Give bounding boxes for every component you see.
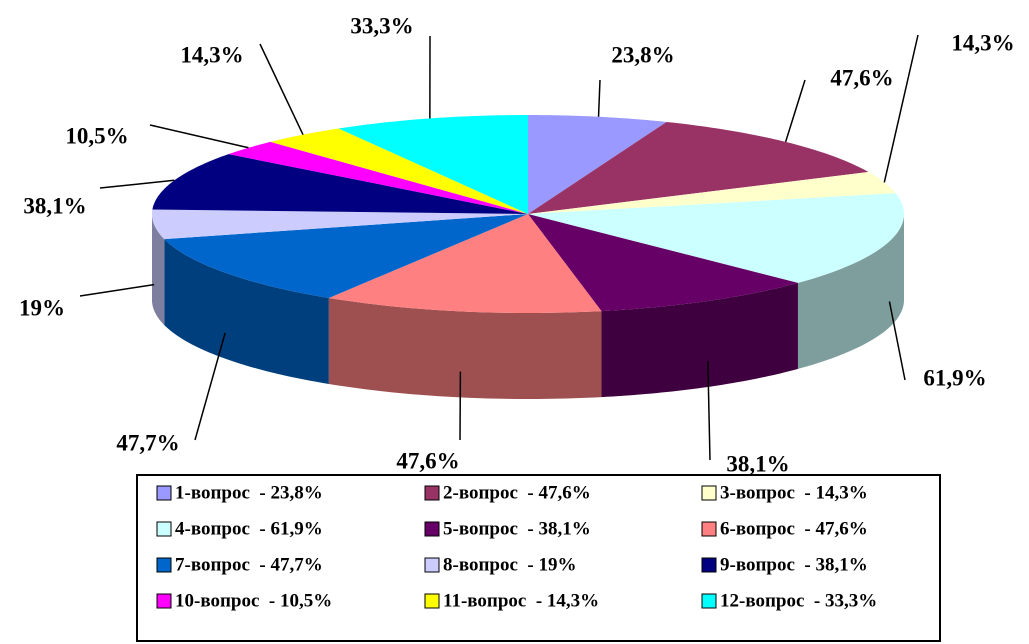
data-label: 47,7% (116, 430, 179, 455)
legend-swatch (156, 557, 172, 573)
data-label: 14,3% (180, 42, 243, 67)
legend-swatch (424, 593, 440, 609)
slice (528, 193, 904, 283)
leader-line (79, 283, 155, 297)
slice (152, 154, 528, 214)
legend-swatch (701, 485, 717, 501)
legend-label: 8-вопрос - 19% (443, 554, 576, 575)
leader-line (99, 179, 175, 189)
leader-line (888, 301, 906, 381)
legend-label: 7-вопрос - 47,7% (175, 554, 323, 575)
legend-label: 2-вопрос - 47,6% (443, 482, 591, 503)
leader-line (597, 79, 601, 117)
slice-side (797, 214, 904, 369)
legend-label: 12-вопрос - 33,3% (720, 590, 877, 611)
legend-swatch (701, 593, 717, 609)
legend-swatch (701, 557, 717, 573)
slice (528, 121, 869, 214)
slice-side (601, 282, 798, 398)
data-label: 14,3% (951, 30, 1014, 55)
legend-label: 6-вопрос - 47,6% (720, 518, 868, 539)
leader-line (707, 361, 711, 461)
data-label: 47,6% (396, 448, 459, 473)
legend-swatch (701, 521, 717, 537)
data-label: 61,9% (923, 365, 986, 390)
leader-line (149, 124, 249, 149)
slice (528, 115, 667, 214)
leader-line (259, 43, 304, 136)
leader-line (194, 332, 226, 441)
data-label: 38,1% (23, 193, 86, 218)
legend-swatch (424, 521, 440, 537)
slice (328, 214, 602, 313)
legend-label: 9-вопрос - 38,1% (720, 554, 868, 575)
data-label: 47,6% (830, 65, 893, 90)
slice-side (152, 214, 165, 326)
legend-label: 4-вопрос - 61,9% (175, 518, 323, 539)
slice (528, 214, 798, 312)
legend-swatch (156, 593, 172, 609)
slice (152, 209, 528, 240)
legend-label: 3-вопрос - 14,3% (720, 482, 868, 503)
slice (338, 115, 528, 214)
legend-label: 10-вопрос - 10,5% (175, 590, 332, 611)
slice-side (164, 239, 329, 384)
data-label: 38,1% (726, 451, 789, 476)
slice-side (328, 297, 602, 399)
legend-label: 1-вопрос - 23,8% (175, 482, 323, 503)
legend-swatch (424, 557, 440, 573)
slice (270, 128, 528, 214)
data-label: 23,8% (611, 42, 674, 67)
slice (228, 141, 529, 214)
legend-swatch (156, 521, 172, 537)
data-label: 33,3% (350, 13, 413, 38)
legend-label: 11-вопрос - 14,3% (443, 590, 599, 611)
legend-label: 5-вопрос - 38,1% (443, 518, 591, 539)
legend-swatch (424, 485, 440, 501)
leader-line (883, 34, 919, 183)
data-label: 19% (19, 295, 65, 320)
legend-swatch (156, 485, 172, 501)
leader-line (784, 79, 806, 143)
slice (164, 214, 528, 298)
data-label: 10,5% (65, 123, 128, 148)
legend-box (136, 474, 941, 642)
slice (528, 171, 896, 214)
